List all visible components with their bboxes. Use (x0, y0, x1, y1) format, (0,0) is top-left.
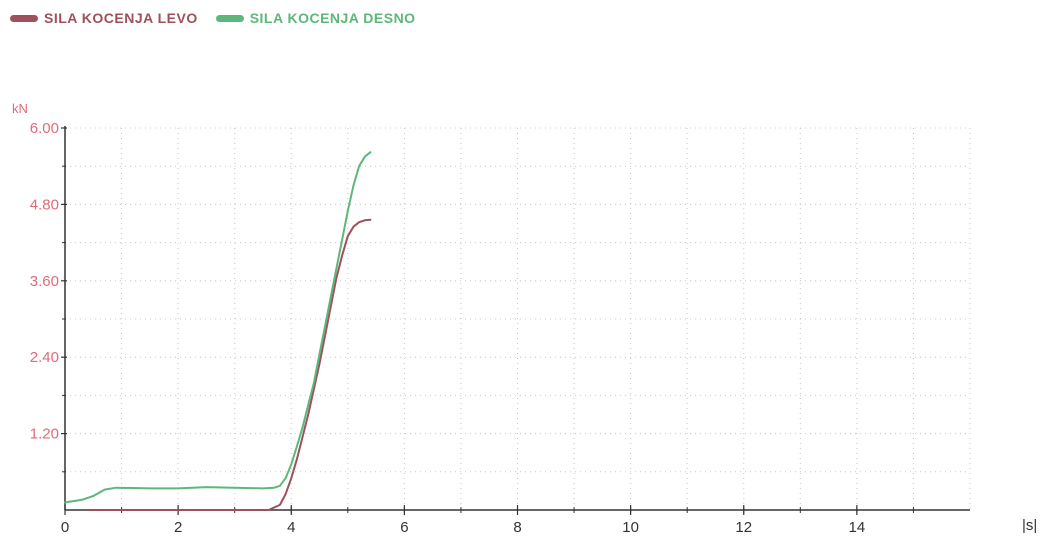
x-tick-label: 8 (513, 519, 521, 536)
legend-item-levo: SILA KOCENJA LEVO (10, 10, 198, 26)
chart-legend: SILA KOCENJA LEVO SILA KOCENJA DESNO (10, 10, 416, 26)
x-tick-label: 12 (735, 519, 752, 536)
x-tick-label: 14 (849, 519, 866, 536)
x-tick-label: 6 (400, 519, 408, 536)
y-tick-label: 2.40 (30, 349, 59, 366)
legend-swatch-levo (10, 14, 38, 22)
x-tick-label: 4 (287, 519, 295, 536)
legend-swatch-desno (215, 14, 244, 22)
legend-item-desno: SILA KOCENJA DESNO (215, 10, 416, 26)
y-tick-label: 1.20 (30, 426, 59, 443)
x-tick-label: 0 (61, 519, 69, 536)
y-tick-label: 4.80 (30, 196, 59, 213)
y-axis-label: kN (12, 101, 28, 116)
y-tick-label: 6.00 (30, 120, 59, 137)
axes: 1.20 2.40 3.60 4.80 6.00 0 2 4 6 8 10 12 14 (30, 120, 970, 536)
legend-label-desno: SILA KOCENJA DESNO (249, 10, 416, 26)
x-axis-label: |s| (1022, 517, 1037, 534)
x-tick-label: 10 (622, 519, 639, 536)
legend-label-levo: SILA KOCENJA LEVO (44, 10, 198, 26)
series-line-levo (86, 218, 372, 511)
series-line-desno (64, 151, 372, 504)
series (64, 151, 372, 511)
x-tick-label: 2 (174, 519, 182, 536)
y-tick-label: 3.60 (30, 273, 59, 290)
grid (65, 127, 971, 510)
